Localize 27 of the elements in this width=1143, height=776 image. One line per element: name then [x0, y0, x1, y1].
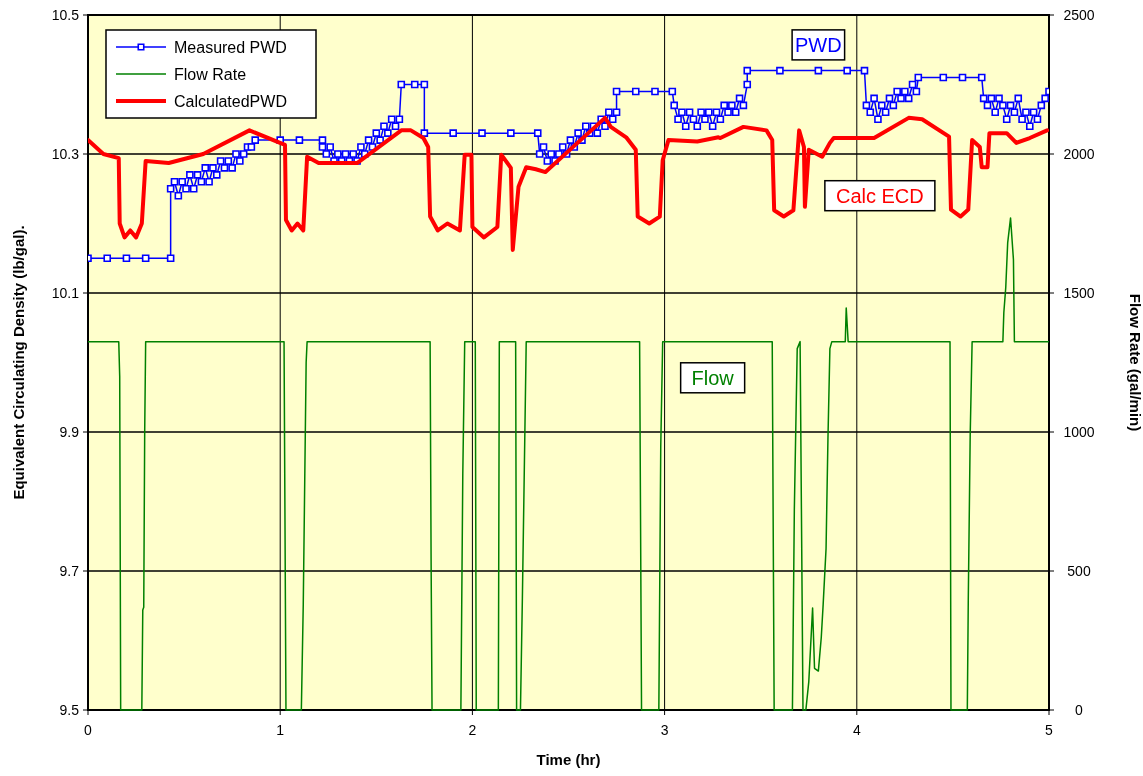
y2-tick-label: 500 [1067, 563, 1091, 579]
y2-tick-label: 2500 [1063, 7, 1095, 23]
annotation: Flow [691, 366, 735, 389]
y-tick-label: 10.1 [51, 285, 80, 301]
legend-label: Measured PWD [174, 39, 287, 56]
x-tick-label: 1 [276, 722, 285, 738]
x-tick-label: 2 [468, 722, 477, 738]
y-tick-label: 9.9 [59, 424, 80, 440]
y-tick-label: 9.5 [59, 702, 80, 718]
x-axis-title: Time (hr) [536, 751, 601, 768]
x-tick-label: 4 [852, 722, 861, 738]
y-tick-label: 10.3 [51, 146, 80, 162]
y-tick-label: 9.7 [59, 563, 80, 579]
x-tick-label: 5 [1045, 722, 1054, 738]
y2-tick-label: 1000 [1063, 424, 1095, 440]
y2-axis-title: Flow Rate (gal/min) [1127, 293, 1143, 432]
x-tick-label: 0 [84, 722, 93, 738]
y-axis-title: Equivalent Circulating Density (lb/gal). [10, 225, 27, 500]
legend-label: CalculatedPWD [174, 93, 287, 110]
y2-tick-label: 0 [1075, 702, 1084, 718]
y2-tick-label: 2000 [1063, 146, 1095, 162]
y2-tick-label: 1500 [1063, 285, 1095, 301]
annotation: Calc ECD [835, 184, 924, 207]
legend-label: Flow Rate [174, 66, 247, 83]
y-tick-label: 10.5 [51, 7, 80, 23]
annotation: PWD [795, 33, 842, 56]
x-tick-label: 3 [660, 722, 669, 738]
